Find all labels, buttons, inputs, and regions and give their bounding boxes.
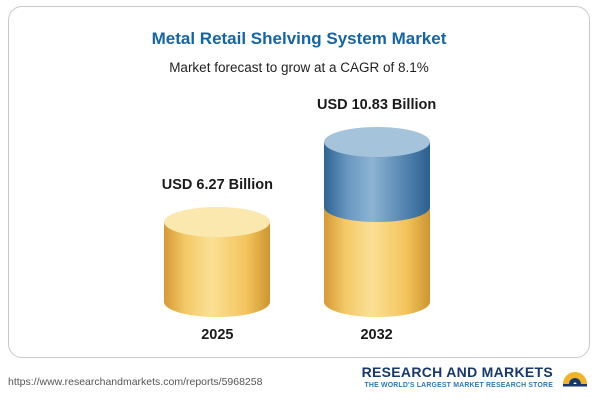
chart-title: Metal Retail Shelving System Market: [151, 29, 447, 48]
bar-2032-value-label: USD 10.83 Billion: [316, 97, 437, 114]
bar-2032-cylinder: [323, 127, 430, 317]
bar-2025-body: [164, 222, 271, 317]
report-url[interactable]: https://www.researchandmarkets.com/repor…: [8, 376, 263, 388]
bar-chart: USD 6.27 Billion 2025 USD 10.83 Billion …: [9, 97, 589, 343]
bar-column-2032: USD 10.83 Billion 2032: [317, 97, 436, 343]
logo-tagline: THE WORLD'S LARGEST MARKET RESEARCH STOR…: [364, 382, 553, 389]
bar-2025-value-label: USD 6.27 Billion: [161, 177, 273, 194]
bar-2025-cylinder: [164, 207, 271, 317]
research-and-markets-logo[interactable]: RESEARCH AND MARKETS THE WORLD'S LARGEST…: [362, 359, 590, 394]
bar-2025-category-label: 2025: [201, 327, 234, 343]
chart-subtitle: Market forecast to grow at a CAGR of 8.1…: [169, 60, 429, 75]
bar-column-2025: USD 6.27 Billion 2025: [162, 177, 273, 343]
bar-2025-top-ellipse: [164, 207, 271, 238]
bar-2032-category-label: 2032: [360, 327, 393, 343]
chart-card: Metal Retail Shelving System Market Mark…: [8, 6, 590, 358]
logo-text-block: RESEARCH AND MARKETS THE WORLD'S LARGEST…: [362, 364, 553, 389]
footer: https://www.researchandmarkets.com/repor…: [0, 359, 600, 394]
research-and-markets-arch-icon: [560, 359, 590, 394]
logo-name: RESEARCH AND MARKETS: [361, 364, 553, 380]
bar-2032-base-segment: [323, 207, 430, 317]
bar-2032-top-ellipse: [323, 127, 430, 158]
